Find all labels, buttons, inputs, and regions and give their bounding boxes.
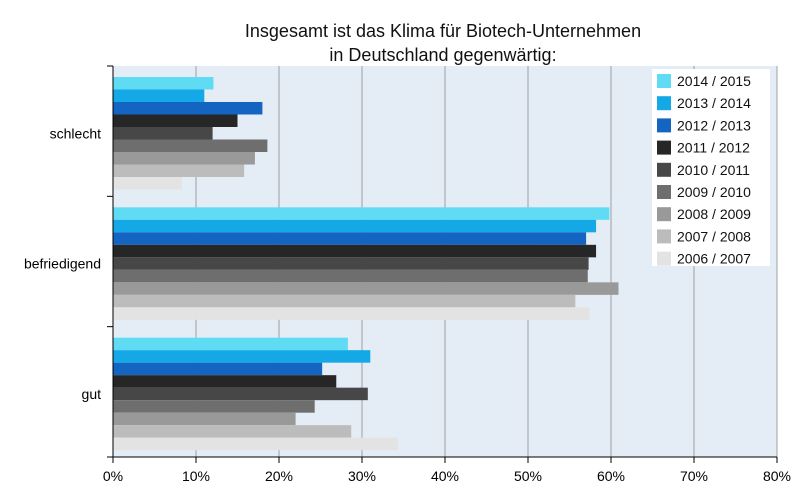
x-tick-label-60: 60% [597,468,625,484]
category-label-gut: gut [82,386,102,402]
bar-befriedigend-2013-2014 [113,219,597,233]
legend-swatch-2010-2011 [657,162,671,177]
legend-label-2014-2015: 2014 / 2015 [677,73,751,89]
legend-label-2009-2010: 2009 / 2010 [677,184,751,200]
x-tick-label-80: 80% [763,468,791,484]
legend-swatch-2014-2015 [657,74,671,88]
x-tick-label-20: 20% [265,468,293,484]
bar-befriedigend-2012-2013 [113,232,587,245]
bar-befriedigend-2011-2012 [113,244,597,258]
bar-gut-2008-2009 [113,412,296,426]
x-tick-label-10: 10% [182,468,210,484]
bars [113,77,619,451]
bar-befriedigend-2009-2010 [113,269,588,283]
bar-schlecht-2010-2011 [113,127,213,140]
legend-swatch-2009-2010 [657,185,671,199]
chart-title-line-2: in Deutschland gegenwärtig: [329,45,556,65]
chart-title-line-1: Insgesamt ist das Klima für Biotech-Unte… [245,21,641,41]
legend-label-2013-2014: 2013 / 2014 [677,95,751,111]
x-tick-label-40: 40% [431,468,459,484]
bar-gut-2012-2013 [113,362,323,376]
axes: schlecht befriedigend gut 0% 10% 20% 30% 40% 50%… [24,65,791,484]
bar-schlecht-2014-2015 [113,77,214,90]
bar-gut-2014-2015 [113,337,348,351]
legend-label-2007-2008: 2007 / 2008 [677,228,751,244]
bar-befriedigend-2010-2011 [113,257,589,270]
bar-gut-2011-2012 [113,375,337,388]
legend-box [652,69,770,266]
bar-befriedigend-2014-2015 [113,207,610,220]
bar-gut-2007-2008 [113,425,352,438]
x-tick-label-70: 70% [680,468,708,484]
bar-gut-2013-2014 [113,350,371,363]
legend-label-2006-2007: 2006 / 2007 [677,251,751,267]
bar-gut-2006-2007 [113,437,398,451]
bar-befriedigend-2007-2008 [113,294,576,308]
x-tick-label-30: 30% [348,468,376,484]
bar-befriedigend-2006-2007 [113,307,590,320]
bar-schlecht-2013-2014 [113,89,205,102]
category-label-befriedigend: befriedigend [24,256,101,272]
legend-swatch-2006-2007 [657,251,671,266]
bar-befriedigend-2008-2009 [113,282,619,295]
legend-label-2012-2013: 2012 / 2013 [677,117,751,133]
legend-label-2010-2011: 2010 / 2011 [677,162,750,178]
legend-swatch-2011-2012 [657,140,671,155]
bar-schlecht-2006-2007 [113,177,182,190]
bar-schlecht-2008-2009 [113,152,255,165]
bar-schlecht-2012-2013 [113,102,263,115]
category-label-schlecht: schlecht [50,125,101,141]
legend-swatch-2012-2013 [657,118,671,133]
x-tick-label-0: 0% [103,468,123,484]
legend-swatch-2013-2014 [657,96,671,111]
bar-schlecht-2007-2008 [113,164,245,177]
bar-gut-2009-2010 [113,400,315,413]
bar-gut-2010-2011 [113,387,368,401]
x-tick-label-50: 50% [514,468,542,484]
legend-label-2008-2009: 2008 / 2009 [677,206,751,222]
legend-label-2011-2012: 2011 / 2012 [677,140,750,156]
bar-schlecht-2011-2012 [113,114,238,127]
bar-schlecht-2009-2010 [113,139,268,152]
legend-swatch-2008-2009 [657,207,671,222]
legend-swatch-2007-2008 [657,229,671,244]
legend: 2014 / 2015 2013 / 2014 2012 / 2013 2011 / … [652,69,770,267]
